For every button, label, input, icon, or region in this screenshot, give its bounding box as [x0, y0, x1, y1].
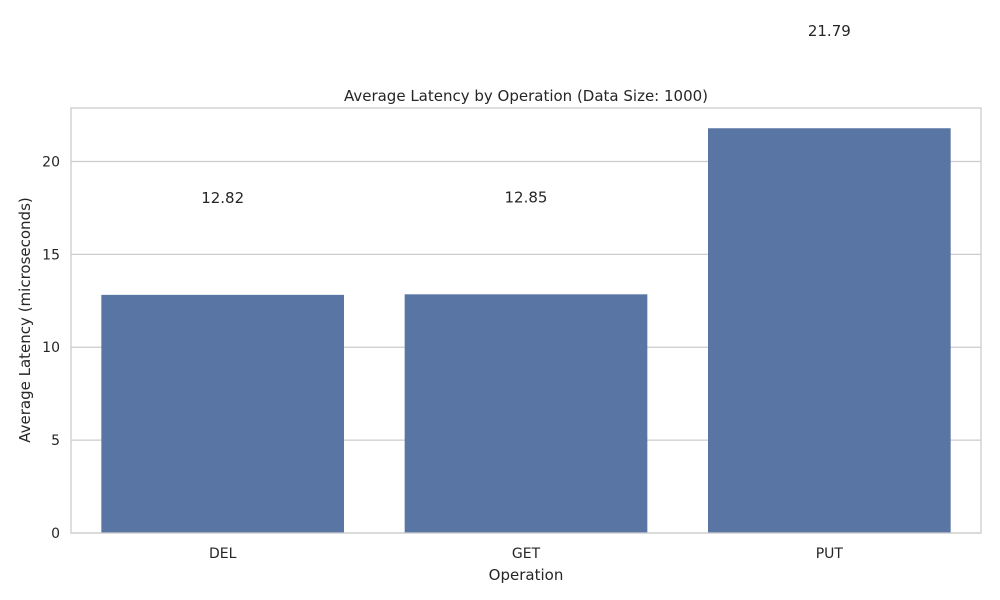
- y-tick-label: 15: [42, 247, 60, 263]
- x-tick-label: GET: [512, 546, 541, 562]
- bar-get: [404, 294, 648, 533]
- y-tick-label: 20: [42, 154, 60, 170]
- chart-title: Average Latency by Operation (Data Size:…: [344, 87, 708, 105]
- data-label: 12.85: [505, 188, 548, 206]
- x-axis-label: Operation: [489, 566, 564, 584]
- data-label: 12.82: [201, 189, 244, 207]
- y-tick-label: 0: [51, 526, 60, 542]
- x-tick-label: DEL: [209, 546, 237, 562]
- y-tick-labels: 0 5 10 15 20: [42, 154, 60, 542]
- bars: [101, 128, 951, 533]
- y-axis-label: Average Latency (microseconds): [16, 197, 34, 442]
- data-label: 21.79: [808, 22, 851, 40]
- y-tick-label: 5: [51, 433, 60, 449]
- y-tick-label: 10: [42, 340, 60, 356]
- x-tick-label: PUT: [816, 546, 844, 562]
- data-labels: 12.82 12.85 21.79: [201, 22, 851, 207]
- bar-put: [708, 128, 951, 533]
- plot-frame: [70, 107, 982, 534]
- bar-del: [101, 294, 344, 533]
- x-tick-labels: DEL GET PUT: [209, 546, 843, 562]
